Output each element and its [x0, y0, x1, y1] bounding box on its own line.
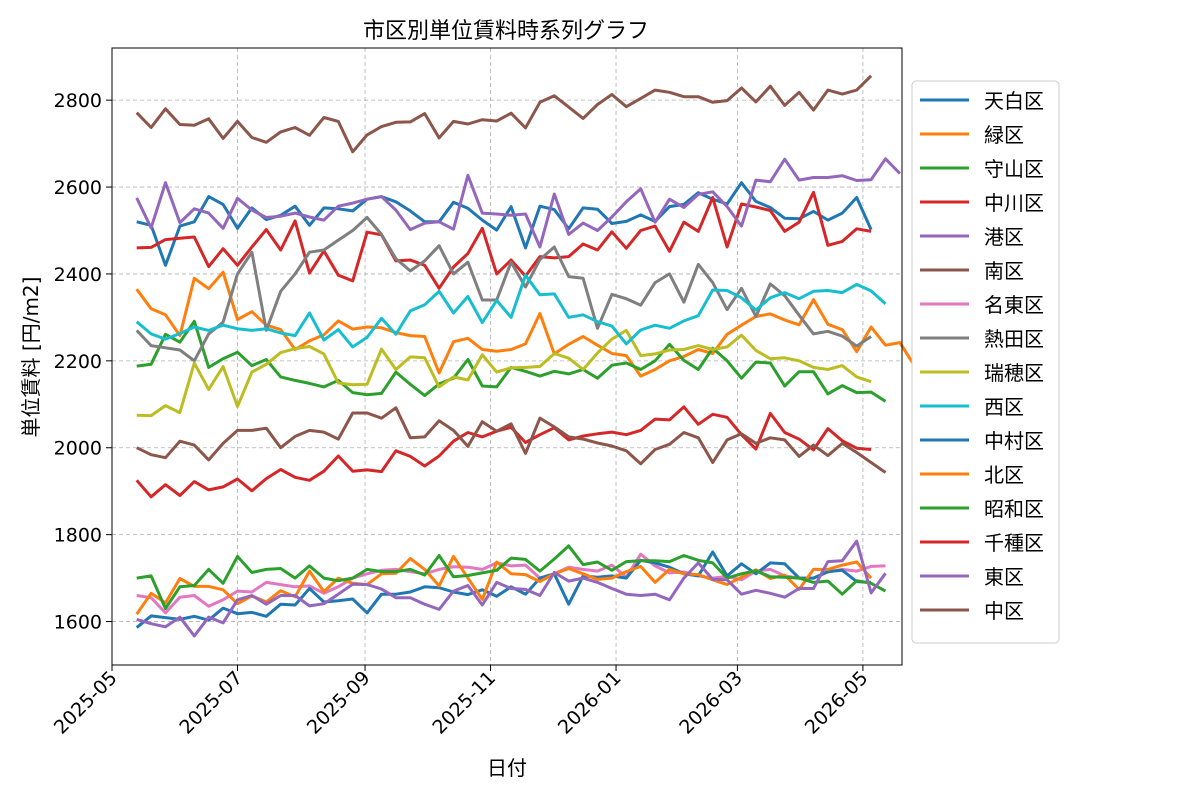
series-layer	[135, 74, 916, 638]
x-tick-label: 2025-11	[428, 667, 500, 739]
legend-label: 中区	[984, 599, 1024, 623]
legend-box	[911, 80, 1060, 644]
plot-frame	[111, 47, 903, 666]
series-line	[136, 319, 887, 403]
legend-label: 千種区	[984, 531, 1044, 555]
legend-label: 瑞穂区	[984, 361, 1044, 385]
series-line	[135, 74, 873, 154]
y-tick-label: 2800	[54, 90, 102, 112]
chart-title: 市区別単位賃料時系列グラフ	[363, 19, 649, 44]
y-tick-label: 1800	[54, 525, 102, 547]
legend-label: 熱田区	[984, 327, 1044, 351]
series-line	[135, 405, 872, 499]
y-tick-label: 1600	[54, 612, 102, 634]
x-tick-label: 2025-07	[175, 667, 247, 739]
series-line	[136, 539, 887, 638]
series-line	[135, 216, 872, 363]
legend-label: 緑区	[984, 123, 1024, 147]
legend-label: 天白区	[984, 89, 1044, 113]
legend-label: 西区	[984, 395, 1024, 419]
legend-label: 東区	[984, 565, 1024, 589]
x-tick-label: 2026-03	[675, 667, 747, 739]
series-line	[135, 273, 887, 349]
x-axis: 2025-05 2025-07 2025-09 2025-11 2026-01 2026-…	[50, 665, 873, 739]
x-tick-label: 2026-05	[801, 667, 873, 739]
legend-label: 北区	[984, 463, 1024, 487]
x-tick-label: 2025-05	[50, 667, 122, 739]
series-line	[135, 157, 901, 249]
x-tick-label: 2026-01	[554, 667, 626, 739]
legend-label: 南区	[984, 259, 1024, 283]
y-tick-label: 2200	[54, 351, 102, 373]
series-line	[136, 328, 872, 418]
series-line	[136, 406, 887, 474]
legend-label: 昭和区	[984, 497, 1044, 521]
y-tick-label: 2000	[54, 438, 102, 460]
legend-label: 名東区	[984, 293, 1044, 317]
x-axis-label: 日付	[487, 756, 527, 780]
legend-label: 港区	[984, 225, 1024, 249]
legend: 天白区緑区守山区中川区港区南区名東区熱田区瑞穂区西区中村区北区昭和区千種区東区中…	[911, 80, 1060, 644]
legend-label: 中村区	[984, 429, 1044, 453]
x-tick-label: 2025-09	[303, 667, 375, 739]
y-tick-label: 2600	[54, 177, 102, 199]
y-axis-label: 単位賃料 [円/m2]	[19, 277, 43, 438]
y-axis: 1600 1800 2000 2200 2400 2600 2800	[54, 90, 112, 634]
legend-label: 中川区	[984, 191, 1044, 215]
series-line	[135, 550, 872, 629]
y-tick-label: 2400	[54, 264, 102, 286]
legend-label: 守山区	[984, 157, 1044, 181]
series-line	[136, 544, 887, 610]
